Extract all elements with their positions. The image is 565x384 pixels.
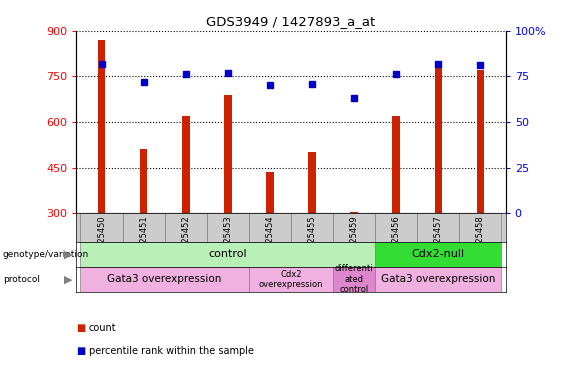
Bar	[393, 116, 400, 213]
Text: GSM325454: GSM325454	[266, 215, 275, 266]
Bar	[249, 267, 333, 292]
Text: genotype/variation: genotype/variation	[3, 250, 89, 259]
Text: Gata3 overexpression: Gata3 overexpression	[381, 274, 496, 285]
Bar	[477, 70, 484, 213]
Text: control: control	[208, 249, 247, 260]
Bar	[333, 267, 375, 292]
Text: GSM325458: GSM325458	[476, 215, 485, 266]
Text: GSM325450: GSM325450	[97, 215, 106, 266]
Bar	[350, 212, 358, 213]
Text: Cdx2-null: Cdx2-null	[412, 249, 465, 260]
Bar	[224, 94, 232, 213]
Text: ■: ■	[76, 323, 85, 333]
Text: ▶: ▶	[63, 249, 72, 260]
Bar	[80, 213, 123, 242]
Bar	[375, 267, 502, 292]
Bar	[98, 40, 105, 213]
Bar	[434, 64, 442, 213]
Bar	[207, 213, 249, 242]
Text: protocol: protocol	[3, 275, 40, 284]
Text: GSM325457: GSM325457	[434, 215, 443, 266]
Bar	[291, 213, 333, 242]
Bar	[140, 149, 147, 213]
Bar	[418, 213, 459, 242]
Bar	[375, 242, 502, 267]
Bar	[123, 213, 164, 242]
Bar	[249, 213, 291, 242]
Text: GSM325452: GSM325452	[181, 215, 190, 266]
Text: GSM325453: GSM325453	[223, 215, 232, 266]
Title: GDS3949 / 1427893_a_at: GDS3949 / 1427893_a_at	[206, 15, 376, 28]
Bar	[80, 267, 249, 292]
Bar	[164, 213, 207, 242]
Text: differenti
ated
control: differenti ated control	[335, 265, 373, 294]
Text: ▶: ▶	[63, 274, 72, 285]
Bar	[459, 213, 502, 242]
Bar	[333, 213, 375, 242]
Text: GSM325451: GSM325451	[139, 215, 148, 266]
Text: GSM325455: GSM325455	[307, 215, 316, 266]
Text: ■: ■	[76, 346, 85, 356]
Text: GSM325459: GSM325459	[350, 215, 359, 266]
Text: count: count	[89, 323, 116, 333]
Text: Cdx2
overexpression: Cdx2 overexpression	[259, 270, 323, 289]
Bar	[182, 116, 189, 213]
Text: percentile rank within the sample: percentile rank within the sample	[89, 346, 254, 356]
Bar	[266, 172, 273, 213]
Bar	[375, 213, 418, 242]
Text: GSM325456: GSM325456	[392, 215, 401, 266]
Bar	[308, 152, 316, 213]
Text: Gata3 overexpression: Gata3 overexpression	[107, 274, 222, 285]
Bar	[80, 242, 375, 267]
